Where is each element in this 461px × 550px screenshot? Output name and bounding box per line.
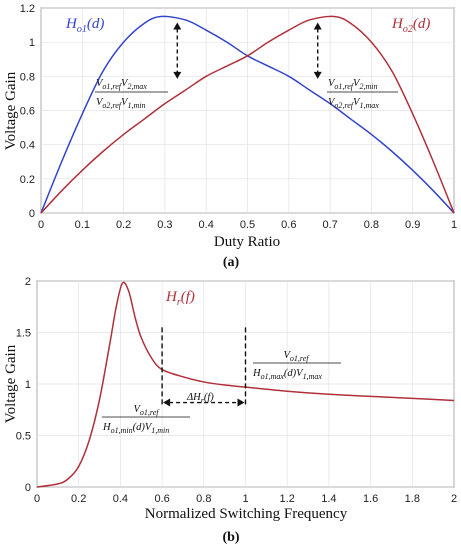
y-tick-label: 0.6 (20, 106, 35, 118)
yticks-a: 0 0.2 0.4 0.6 0.8 1 1.2 (20, 3, 35, 220)
x-tick-label: 1.6 (363, 493, 378, 505)
x-tick-label: 0.8 (196, 493, 211, 505)
series-label-ho1: Ho1(d) (65, 16, 104, 35)
series-label-hr: Hr(f) (165, 289, 195, 308)
x-tick-label: 0.4 (113, 493, 128, 505)
x-tick-label: 2 (451, 493, 457, 505)
ylabel-a: Voltage Gain (3, 71, 19, 150)
grid-b (36, 280, 455, 488)
fraction-numerator: Vo1,ref (133, 404, 160, 417)
annotations-a (173, 22, 322, 79)
y-tick-label: 0.4 (20, 140, 35, 152)
series-a (40, 15, 455, 214)
x-tick-label: 0 (34, 493, 40, 505)
y-tick-label: 0 (29, 208, 35, 220)
gain-ratio-left: Vo1,refV2,max Vo2,refV1,min (95, 78, 168, 110)
y-tick-label: 0 (25, 482, 31, 494)
arrow-head (313, 22, 322, 30)
y-tick-label: 0.5 (16, 431, 31, 443)
y-tick-label: 1.5 (16, 328, 31, 340)
x-tick-label: 0.2 (71, 493, 86, 505)
x-tick-label: 1.4 (321, 493, 336, 505)
xticks-a: 0 0.1 0.2 0.3 0.4 0.5 0.6 0.7 0.8 0.9 1 (38, 219, 457, 231)
series-line-1 (36, 281, 455, 488)
x-tick-label: 0.6 (154, 493, 169, 505)
arrow-head (237, 398, 245, 407)
arrow-head (173, 22, 182, 30)
x-tick-label: 0.7 (322, 219, 337, 231)
arrow-head (173, 71, 182, 79)
series-line-2 (40, 15, 455, 214)
annotations-b (161, 327, 247, 407)
gain-fraction-min: Vo1,ref Ho1,min(d)V1,min (102, 404, 190, 435)
x-tick-label: 1.8 (405, 493, 420, 505)
gain-ratio-right: Vo1,refV2,min Vo2,refV1,max (327, 78, 398, 110)
x-tick-label: 0.2 (116, 219, 131, 231)
caption-a: (a) (223, 255, 240, 270)
x-tick-label: 0.9 (405, 219, 420, 231)
y-tick-label: 1 (29, 37, 35, 49)
x-tick-label: 0.3 (157, 219, 172, 231)
fraction-denominator: Ho1,max(d)V1,max (252, 368, 322, 381)
series-label-ho2: Ho2(d) (391, 16, 430, 35)
yticks-b: 0 0.5 1 1.5 2 (16, 276, 31, 494)
series-b (36, 281, 455, 488)
x-tick-label: 0.5 (240, 219, 255, 231)
xlabel-b: Normalized Switching Frequency (145, 506, 348, 522)
xlabel-a: Duty Ratio (214, 234, 280, 250)
arrow-head (313, 71, 322, 79)
x-tick-label: 0.4 (199, 219, 214, 231)
x-tick-label: 1 (242, 493, 248, 505)
y-tick-label: 2 (25, 276, 31, 288)
caption-b: (b) (222, 530, 239, 545)
fraction-numerator: Vo1,refV2,max (96, 78, 147, 91)
fraction-denominator: Ho1,min(d)V1,min (102, 422, 169, 435)
fraction-denominator: Vo2,refV1,min (96, 97, 145, 110)
panel-a: 0 0.2 0.4 0.6 0.8 1 1.2 0 0.1 0.2 0.3 0.4 0.5 0.6 0.7… (3, 3, 457, 270)
arrow-head (163, 398, 171, 407)
x-tick-label: 1.2 (280, 493, 295, 505)
y-tick-label: 0.2 (20, 174, 35, 186)
gain-fraction-max: Vo1,ref Ho1,max(d)V1,max (252, 350, 341, 381)
y-tick-label: 1.2 (20, 3, 35, 15)
x-tick-label: 0.1 (75, 219, 90, 231)
fraction-numerator: Vo1,refV2,min (328, 78, 377, 91)
xticks-b: 0 0.2 0.4 0.6 0.8 1 1.2 1.4 1.6 1.8 2 (34, 493, 457, 505)
y-tick-label: 0.8 (20, 71, 35, 83)
x-tick-label: 0.6 (281, 219, 296, 231)
panel-b: 0 0.5 1 1.5 2 0 0.2 0.4 0.6 0.8 1 1.2 1.4 1.6 1.8 2 Hr… (3, 276, 457, 545)
fraction-numerator: Vo1,ref (283, 350, 310, 363)
x-tick-label: 0.8 (364, 219, 379, 231)
delta-hr-label: ΔHr(f) (186, 392, 214, 405)
ylabel-b: Voltage Gain (3, 344, 19, 423)
fraction-denominator: Vo2,refV1,max (328, 97, 379, 110)
x-tick-label: 0 (38, 219, 44, 231)
y-tick-label: 1 (25, 379, 31, 391)
x-tick-label: 1 (451, 219, 457, 231)
